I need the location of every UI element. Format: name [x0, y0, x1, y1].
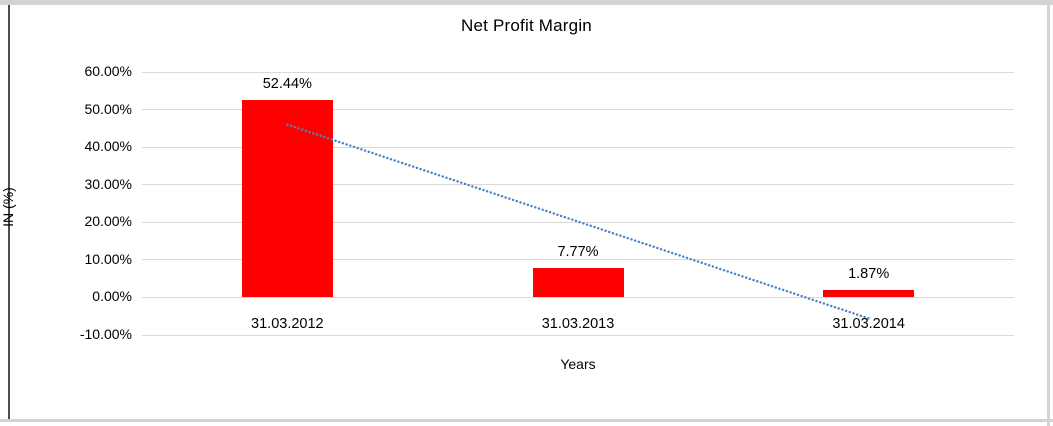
bar-data-label: 52.44%: [262, 76, 312, 93]
bar[interactable]: [823, 290, 915, 298]
y-tick-label: 40.00%: [84, 138, 132, 155]
bar[interactable]: [241, 100, 333, 298]
gridline: [142, 334, 1014, 336]
y-tick-label: 20.00%: [84, 213, 132, 230]
chart-title: Net Profit Margin: [461, 16, 592, 35]
y-tick-label: -10.00%: [79, 326, 132, 342]
gridline: [142, 71, 1014, 73]
frame-border-bottom: [0, 419, 1053, 422]
frame-border-top: [0, 0, 1053, 5]
y-axis-title: IN (%): [0, 187, 16, 227]
y-tick-label: 30.00%: [84, 175, 132, 192]
bar-data-label: 7.77%: [557, 244, 599, 261]
gridline: [142, 109, 1014, 111]
x-axis-title: Years: [560, 356, 596, 372]
x-category-label: 31.03.2013: [541, 316, 615, 333]
x-category-label: 31.03.2014: [832, 316, 905, 333]
y-tick-label: 50.00%: [84, 100, 132, 117]
y-tick-label: 60.00%: [84, 63, 132, 79]
y-tick-label: 10.00%: [84, 250, 132, 267]
frame-border-right: [1047, 0, 1050, 426]
y-tick-label: 0.00%: [92, 288, 132, 305]
bar[interactable]: [532, 268, 624, 298]
x-category-label: 31.03.2012: [251, 316, 324, 333]
frame-border-left: [8, 5, 10, 419]
bar-data-label: 1.87%: [848, 266, 890, 283]
